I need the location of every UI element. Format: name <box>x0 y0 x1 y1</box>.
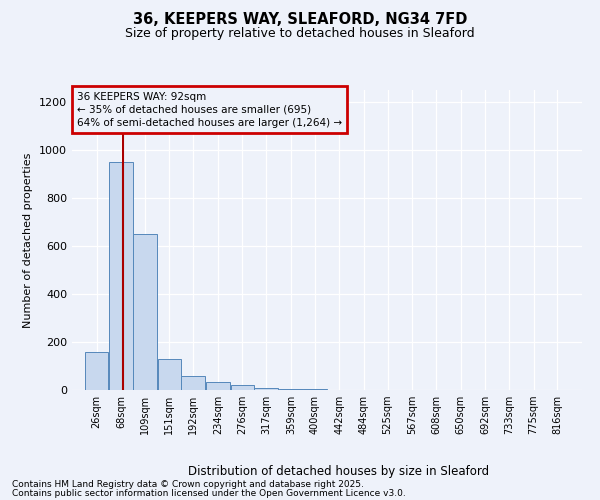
Bar <box>230 385 254 390</box>
Bar <box>109 162 133 390</box>
Bar <box>158 359 181 390</box>
Bar <box>254 388 278 390</box>
Text: Size of property relative to detached houses in Sleaford: Size of property relative to detached ho… <box>125 28 475 40</box>
Bar <box>181 376 205 390</box>
Bar <box>133 234 157 390</box>
Text: 36 KEEPERS WAY: 92sqm
← 35% of detached houses are smaller (695)
64% of semi-det: 36 KEEPERS WAY: 92sqm ← 35% of detached … <box>77 92 342 128</box>
Bar <box>279 389 303 390</box>
Bar <box>206 382 230 390</box>
Text: 36, KEEPERS WAY, SLEAFORD, NG34 7FD: 36, KEEPERS WAY, SLEAFORD, NG34 7FD <box>133 12 467 28</box>
Text: Distribution of detached houses by size in Sleaford: Distribution of detached houses by size … <box>188 464 490 477</box>
Text: Contains HM Land Registry data © Crown copyright and database right 2025.: Contains HM Land Registry data © Crown c… <box>12 480 364 489</box>
Bar <box>85 352 109 390</box>
Text: Contains public sector information licensed under the Open Government Licence v3: Contains public sector information licen… <box>12 488 406 498</box>
Y-axis label: Number of detached properties: Number of detached properties <box>23 152 34 328</box>
